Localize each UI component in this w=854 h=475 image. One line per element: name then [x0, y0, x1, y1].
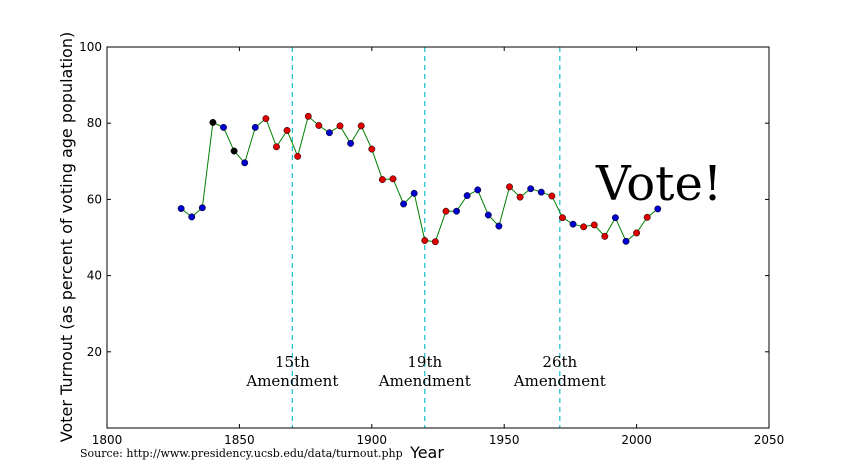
x-tick-label: 1900: [357, 433, 388, 447]
data-point-1832: [188, 213, 196, 221]
y-axis-label: Voter Turnout (as percent of voting age …: [57, 32, 76, 442]
data-point-1908: [389, 175, 397, 183]
data-point-1888: [336, 122, 344, 130]
data-point-1852: [241, 159, 249, 167]
turnout-points: [177, 112, 662, 246]
data-point-1924: [431, 238, 439, 246]
data-point-1856: [251, 123, 259, 131]
data-point-1940: [474, 186, 482, 194]
data-point-1972: [559, 214, 566, 222]
x-tick-label: 2000: [621, 433, 652, 447]
data-point-1984: [590, 221, 598, 229]
data-point-1952: [506, 183, 513, 191]
amendment-number-label: 19th: [407, 353, 442, 371]
plot-area: [107, 47, 769, 428]
data-point-1956: [516, 193, 524, 201]
data-point-1872: [294, 152, 302, 160]
x-tick-label: 1950: [489, 433, 520, 447]
y-tick-label: 100: [79, 40, 102, 54]
data-point-1976: [569, 220, 577, 228]
data-point-1916: [410, 189, 418, 197]
x-axis-ticks: 1800 1850 1900 1950 2000 2050: [92, 47, 785, 447]
data-point-1884: [325, 129, 333, 137]
data-point-2000: [633, 229, 641, 237]
data-point-1876: [304, 112, 312, 120]
data-point-1836: [198, 204, 206, 212]
data-point-1932: [453, 207, 460, 215]
turnout-line-layer: [180, 115, 659, 243]
y-axis-ticks: 20 40 60 80 100: [79, 40, 769, 359]
data-point-1928: [442, 207, 450, 215]
data-point-1880: [315, 122, 323, 129]
data-point-1864: [273, 143, 280, 151]
data-point-1944: [484, 211, 492, 219]
data-point-1848: [230, 147, 238, 155]
turnout-line: [180, 115, 659, 243]
data-point-1900: [368, 145, 376, 153]
vote-annotation: Vote!: [595, 156, 722, 212]
x-axis-label: Year: [409, 443, 444, 462]
data-point-1896: [357, 122, 365, 130]
data-point-1968: [548, 192, 556, 200]
y-tick-label: 40: [87, 269, 102, 283]
data-point-1904: [378, 176, 386, 184]
data-point-1980: [580, 223, 588, 231]
data-point-1840: [209, 118, 217, 126]
data-point-1892: [347, 139, 355, 147]
amendment-word-label: Amendment: [245, 372, 338, 390]
data-point-1844: [220, 123, 227, 131]
data-point-1828: [177, 205, 185, 212]
y-tick-label: 80: [87, 116, 102, 130]
x-tick-label: 1850: [224, 433, 255, 447]
x-tick-label: 2050: [754, 433, 785, 447]
data-point-1920: [421, 237, 429, 244]
data-point-1936: [463, 192, 471, 200]
data-point-1860: [262, 115, 270, 123]
y-tick-label: 60: [87, 192, 102, 206]
amendment-word-label: Amendment: [378, 372, 471, 390]
data-point-1960: [527, 185, 535, 193]
data-point-1996: [622, 237, 630, 245]
amendment-number-label: 15th: [275, 353, 310, 371]
amendment-number-label: 26th: [542, 353, 577, 371]
data-point-2008: [654, 205, 662, 213]
amendment-word-label: Amendment: [513, 372, 606, 390]
data-point-1868: [283, 126, 291, 134]
data-point-2004: [643, 213, 651, 221]
source-note: Source: http://www.presidency.ucsb.edu/d…: [80, 447, 403, 460]
x-tick-label: 1800: [92, 433, 123, 447]
plot-frame: [106, 46, 770, 429]
data-point-1988: [601, 232, 609, 240]
y-tick-label: 20: [87, 345, 102, 359]
data-point-1964: [537, 188, 545, 196]
data-point-1912: [400, 200, 408, 208]
data-point-1992: [611, 214, 619, 222]
data-point-1948: [495, 222, 503, 230]
